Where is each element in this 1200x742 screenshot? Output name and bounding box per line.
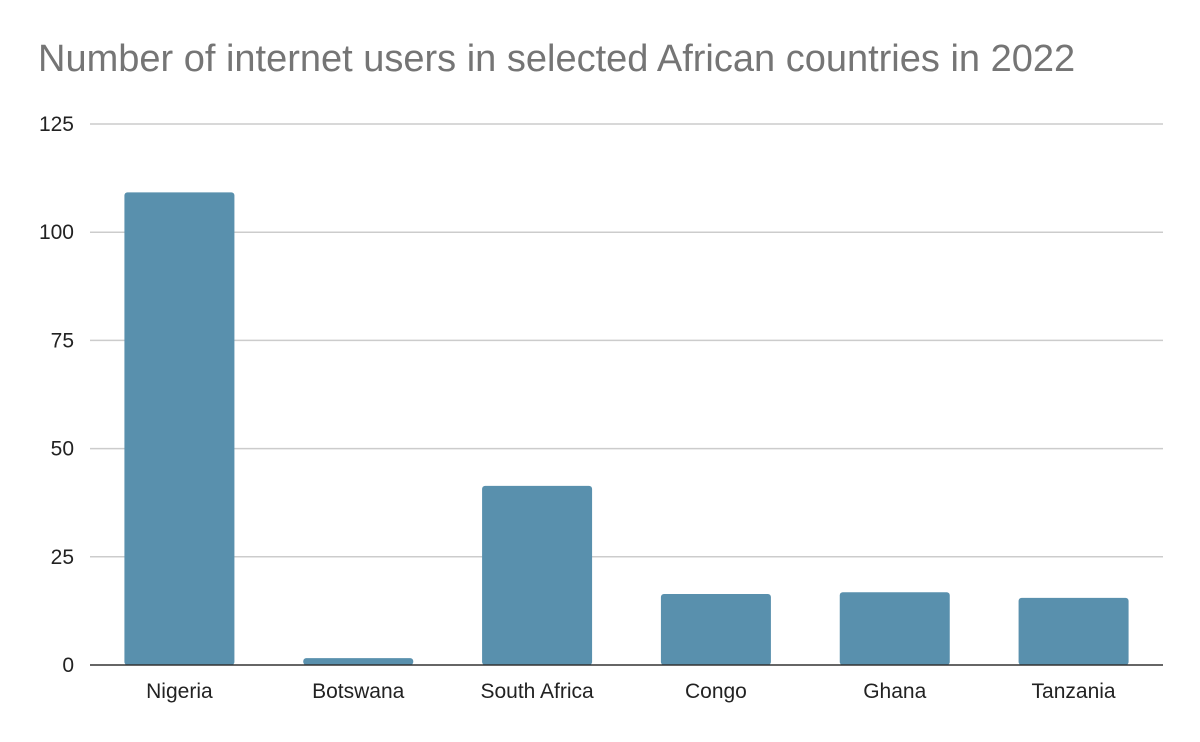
y-tick-label: 100: [39, 221, 74, 244]
x-tick-label: Ghana: [863, 680, 926, 703]
x-tick-label: Botswana: [312, 680, 405, 703]
bar-congo: [660, 594, 771, 665]
y-tick-label: 75: [51, 329, 74, 352]
x-axis-ticks: Nigeria Botswana South Africa Congo Ghana Tan…: [146, 680, 1116, 703]
y-tick-label: 0: [62, 654, 74, 677]
x-tick-label: South Africa: [480, 680, 594, 703]
bar-ghana: [839, 592, 950, 665]
y-tick-label: 50: [51, 438, 74, 461]
y-axis-ticks: 0 25 50 75 100 125: [39, 113, 74, 677]
bar-nigeria: [124, 192, 235, 666]
bar-south-africa: [482, 485, 593, 665]
x-tick-label: Congo: [685, 680, 747, 703]
chart-title: Number of internet users in selected Afr…: [38, 38, 1076, 80]
bars: [124, 192, 1129, 666]
bar-botswana: [303, 658, 414, 665]
grid-lines: [90, 123, 1163, 558]
y-tick-label: 125: [39, 113, 74, 136]
bar-tanzania: [1018, 597, 1129, 665]
y-tick-label: 25: [51, 546, 74, 569]
x-tick-label: Tanzania: [1032, 680, 1116, 703]
x-tick-label: Nigeria: [146, 680, 213, 703]
